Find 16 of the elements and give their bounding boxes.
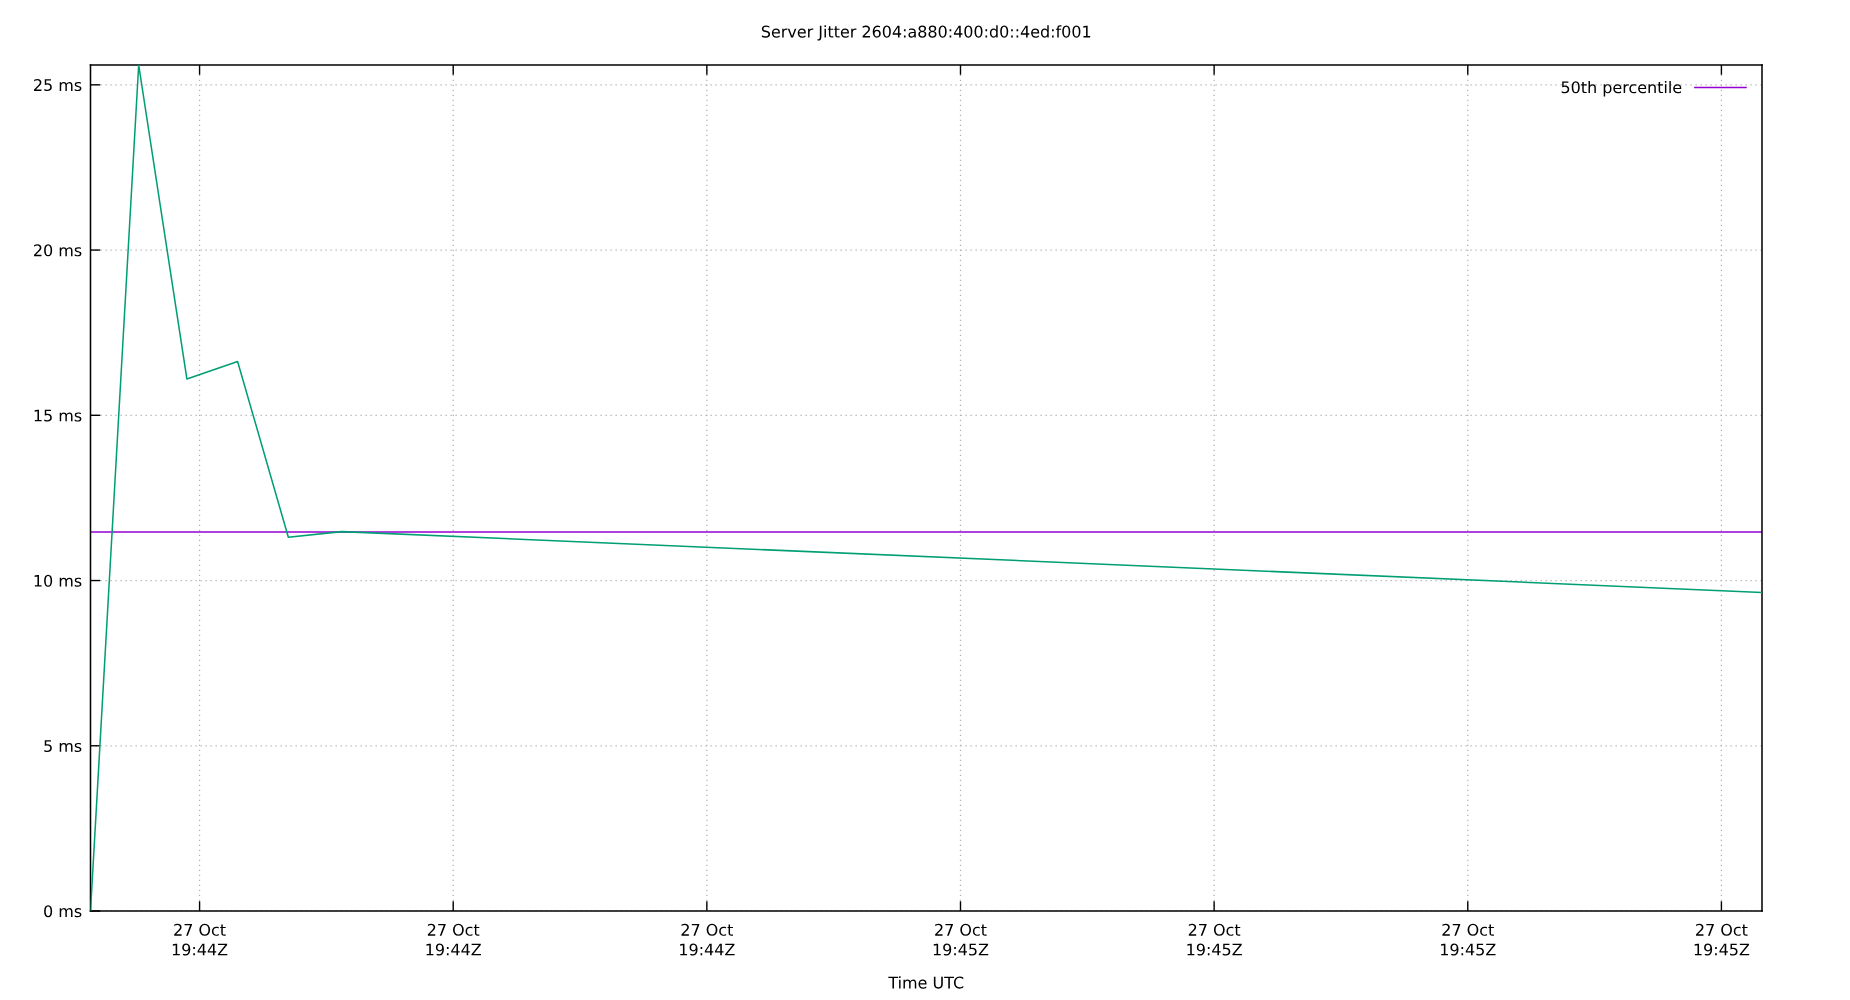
x-tick-label: 27 Oct 19:45Z bbox=[1441, 923, 1496, 956]
chart-title: Server Jitter 2604:a880:400:d0::4ed:f001 bbox=[761, 25, 1091, 41]
y-tick-label: 20 ms bbox=[34, 244, 82, 257]
x-tick-label: 27 Oct 19:45Z bbox=[1187, 923, 1242, 956]
y-tick-label: 0 ms bbox=[44, 905, 82, 918]
y-tick-label: 5 ms bbox=[44, 740, 82, 753]
x-tick-label: 27 Oct 19:44Z bbox=[172, 923, 228, 956]
x-tick-label: 27 Oct 19:44Z bbox=[680, 923, 735, 956]
x-tick-label: 27 Oct 19:45Z bbox=[1694, 923, 1750, 956]
legend-label: 50th percentile bbox=[1561, 80, 1682, 97]
x-axis-title: Time UTC bbox=[888, 976, 964, 989]
y-tick-label: 15 ms bbox=[34, 409, 82, 422]
x-tick-label: 27 Oct 19:44Z bbox=[426, 923, 481, 956]
y-tick-label: 25 ms bbox=[34, 79, 82, 92]
y-tick-label: 10 ms bbox=[34, 574, 82, 587]
x-tick-label: 27 Oct 19:45Z bbox=[933, 923, 989, 956]
